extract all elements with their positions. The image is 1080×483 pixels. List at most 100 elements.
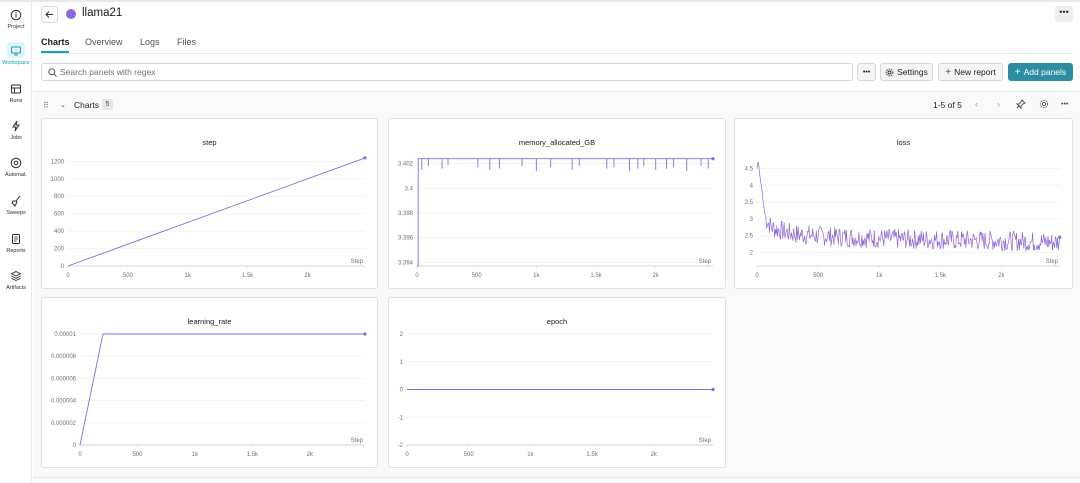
pagination-label: 1-5 of 5 [933, 100, 962, 110]
search-icon [48, 68, 57, 77]
sidebar-item-workspace[interactable]: Workspace [0, 42, 32, 76]
chevron-right-icon[interactable]: › [997, 99, 1000, 109]
x-tick-label: 0 [66, 273, 70, 279]
sidebar-item-label: Workspace [2, 60, 30, 66]
add-panels-label: Add panels [1023, 67, 1067, 77]
series-end-point [1058, 235, 1062, 239]
tab-logs[interactable]: Logs [140, 37, 160, 47]
chart-panel-loss[interactable]: loss 2 2.5 3 3.5 4 4.5 0 500 1k 1.5k 2k Step [734, 118, 1073, 289]
table-icon [11, 84, 21, 94]
series-line [67, 157, 366, 267]
add-panels-button[interactable]: + Add panels [1008, 63, 1073, 81]
sidebar-item-label: Reports [6, 248, 26, 254]
pin-icon[interactable] [1015, 99, 1026, 111]
chart-panel-step[interactable]: step 0 200 400 600 800 1000 1200 0 500 1k 1.5k 2k St… [41, 118, 378, 289]
x-tick-label: 1k [185, 273, 192, 279]
x-tick-label: 0 [755, 273, 759, 279]
section-count-badge: 5 [102, 99, 113, 110]
tabs-divider [41, 53, 1073, 54]
report-icon [12, 234, 20, 244]
series-end-point [711, 387, 715, 392]
x-tick-label: 2k [998, 273, 1005, 279]
chart-title: step [202, 138, 217, 147]
series-line [756, 161, 1061, 252]
y-tick-label: 0 [61, 264, 65, 270]
y-tick-label: 400 [54, 229, 65, 235]
sidebar-item-sweeps[interactable]: Sweeps [0, 192, 32, 226]
chart-title: memory_allocated_GB [518, 138, 596, 147]
active-tab-indicator [41, 51, 69, 53]
sidebar-item-jobs[interactable]: Jobs [0, 117, 32, 151]
new-report-button[interactable]: + New report [938, 63, 1003, 81]
sidebar-item-label: Runs [9, 98, 23, 104]
sidebar-item-runs[interactable]: Runs [0, 80, 32, 114]
x-tick-label: 2k [653, 273, 660, 279]
tab-overview[interactable]: Overview [85, 37, 123, 47]
run-more-button[interactable]: ••• [1055, 6, 1073, 22]
x-tick-label: 1.5k [247, 452, 259, 458]
panel-search[interactable] [41, 63, 853, 81]
x-tick-label: 2k [307, 452, 314, 458]
x-tick-label: 0 [78, 452, 82, 458]
chevron-down-icon[interactable]: ⌄ [60, 102, 66, 109]
lightning-icon [12, 120, 20, 132]
x-tick-label: 500 [123, 273, 134, 279]
x-axis-label: Step [351, 438, 364, 444]
new-report-label: New report [954, 67, 996, 77]
sidebar-item-label: Sweeps [6, 210, 26, 216]
x-tick-label: 1k [527, 452, 534, 458]
x-tick-label: 500 [464, 452, 475, 458]
y-tick-label: 0.000006 [51, 376, 77, 382]
series-end-point [363, 332, 367, 336]
chart-svg: -2 -1 0 1 2 0 500 1k 1.5k 2k Step [398, 332, 715, 458]
bottom-divider [33, 477, 1080, 478]
y-tick-label: 3.4 [405, 186, 414, 192]
x-tick-label: 1.5k [242, 273, 254, 279]
sidebar-item-automations[interactable]: Automat. [0, 154, 32, 188]
drag-handle-icon[interactable]: ⠿ [43, 101, 49, 110]
sidebar-item-label: Automat. [4, 172, 27, 178]
x-tick-label: 1.5k [935, 273, 947, 279]
chevron-left-icon[interactable]: ‹ [975, 99, 978, 109]
section-title[interactable]: Charts [74, 100, 100, 110]
y-tick-label: 0.000004 [51, 399, 77, 405]
arrow-left-icon [45, 11, 53, 18]
workspace-icon [11, 46, 21, 56]
back-button[interactable] [41, 6, 58, 23]
y-tick-label: 3.5 [745, 200, 754, 206]
sidebar-item-project[interactable]: Project [0, 6, 32, 40]
tab-charts[interactable]: Charts [41, 37, 70, 47]
y-tick-label: 1200 [51, 159, 65, 165]
x-axis-label: Step [699, 259, 712, 265]
x-tick-label: 500 [132, 452, 143, 458]
chart-panel-memory-allocated[interactable]: memory_allocated_GB 3.394 3.396 3.398 3.4 3.… [388, 118, 726, 289]
gear-icon [885, 68, 894, 76]
broom-icon [11, 195, 21, 207]
sidebar-item-artifacts[interactable]: Artifacts [0, 267, 32, 301]
toolbar-more-button[interactable]: ••• [857, 63, 876, 81]
section-more-icon[interactable]: ••• [1061, 101, 1069, 108]
x-tick-label: 500 [472, 273, 483, 279]
y-tick-label: 800 [54, 194, 65, 200]
x-tick-label: 1k [876, 273, 883, 279]
chart-svg: 3.394 3.396 3.398 3.4 3.402 0 500 1k 1.5k 2k Step [398, 157, 715, 279]
y-tick-label: 0.000002 [51, 421, 77, 427]
x-tick-label: 0 [415, 273, 419, 279]
sidebar-item-reports[interactable]: Reports [0, 230, 32, 264]
y-tick-label: 4 [750, 183, 754, 189]
chart-panel-learning-rate[interactable]: learning_rate 0 0.000002 0.000004 0.000006 0… [41, 297, 378, 468]
x-tick-label: 2k [304, 273, 311, 279]
series-line [79, 333, 365, 446]
settings-button[interactable]: Settings [880, 63, 933, 81]
info-icon [10, 9, 22, 21]
search-input[interactable] [60, 64, 840, 80]
x-tick-label: 500 [813, 273, 824, 279]
x-tick-label: 1k [533, 273, 540, 279]
tab-files[interactable]: Files [177, 37, 197, 47]
y-tick-label: 3 [750, 217, 754, 223]
chart-panel-epoch[interactable]: epoch -2 -1 0 1 2 0 500 1k 1.5k 2k Step [388, 297, 726, 468]
y-tick-label: 3.394 [398, 260, 414, 266]
section-gear-icon[interactable] [1039, 99, 1049, 111]
x-tick-label: 2k [651, 452, 658, 458]
series-end-point [363, 156, 367, 160]
